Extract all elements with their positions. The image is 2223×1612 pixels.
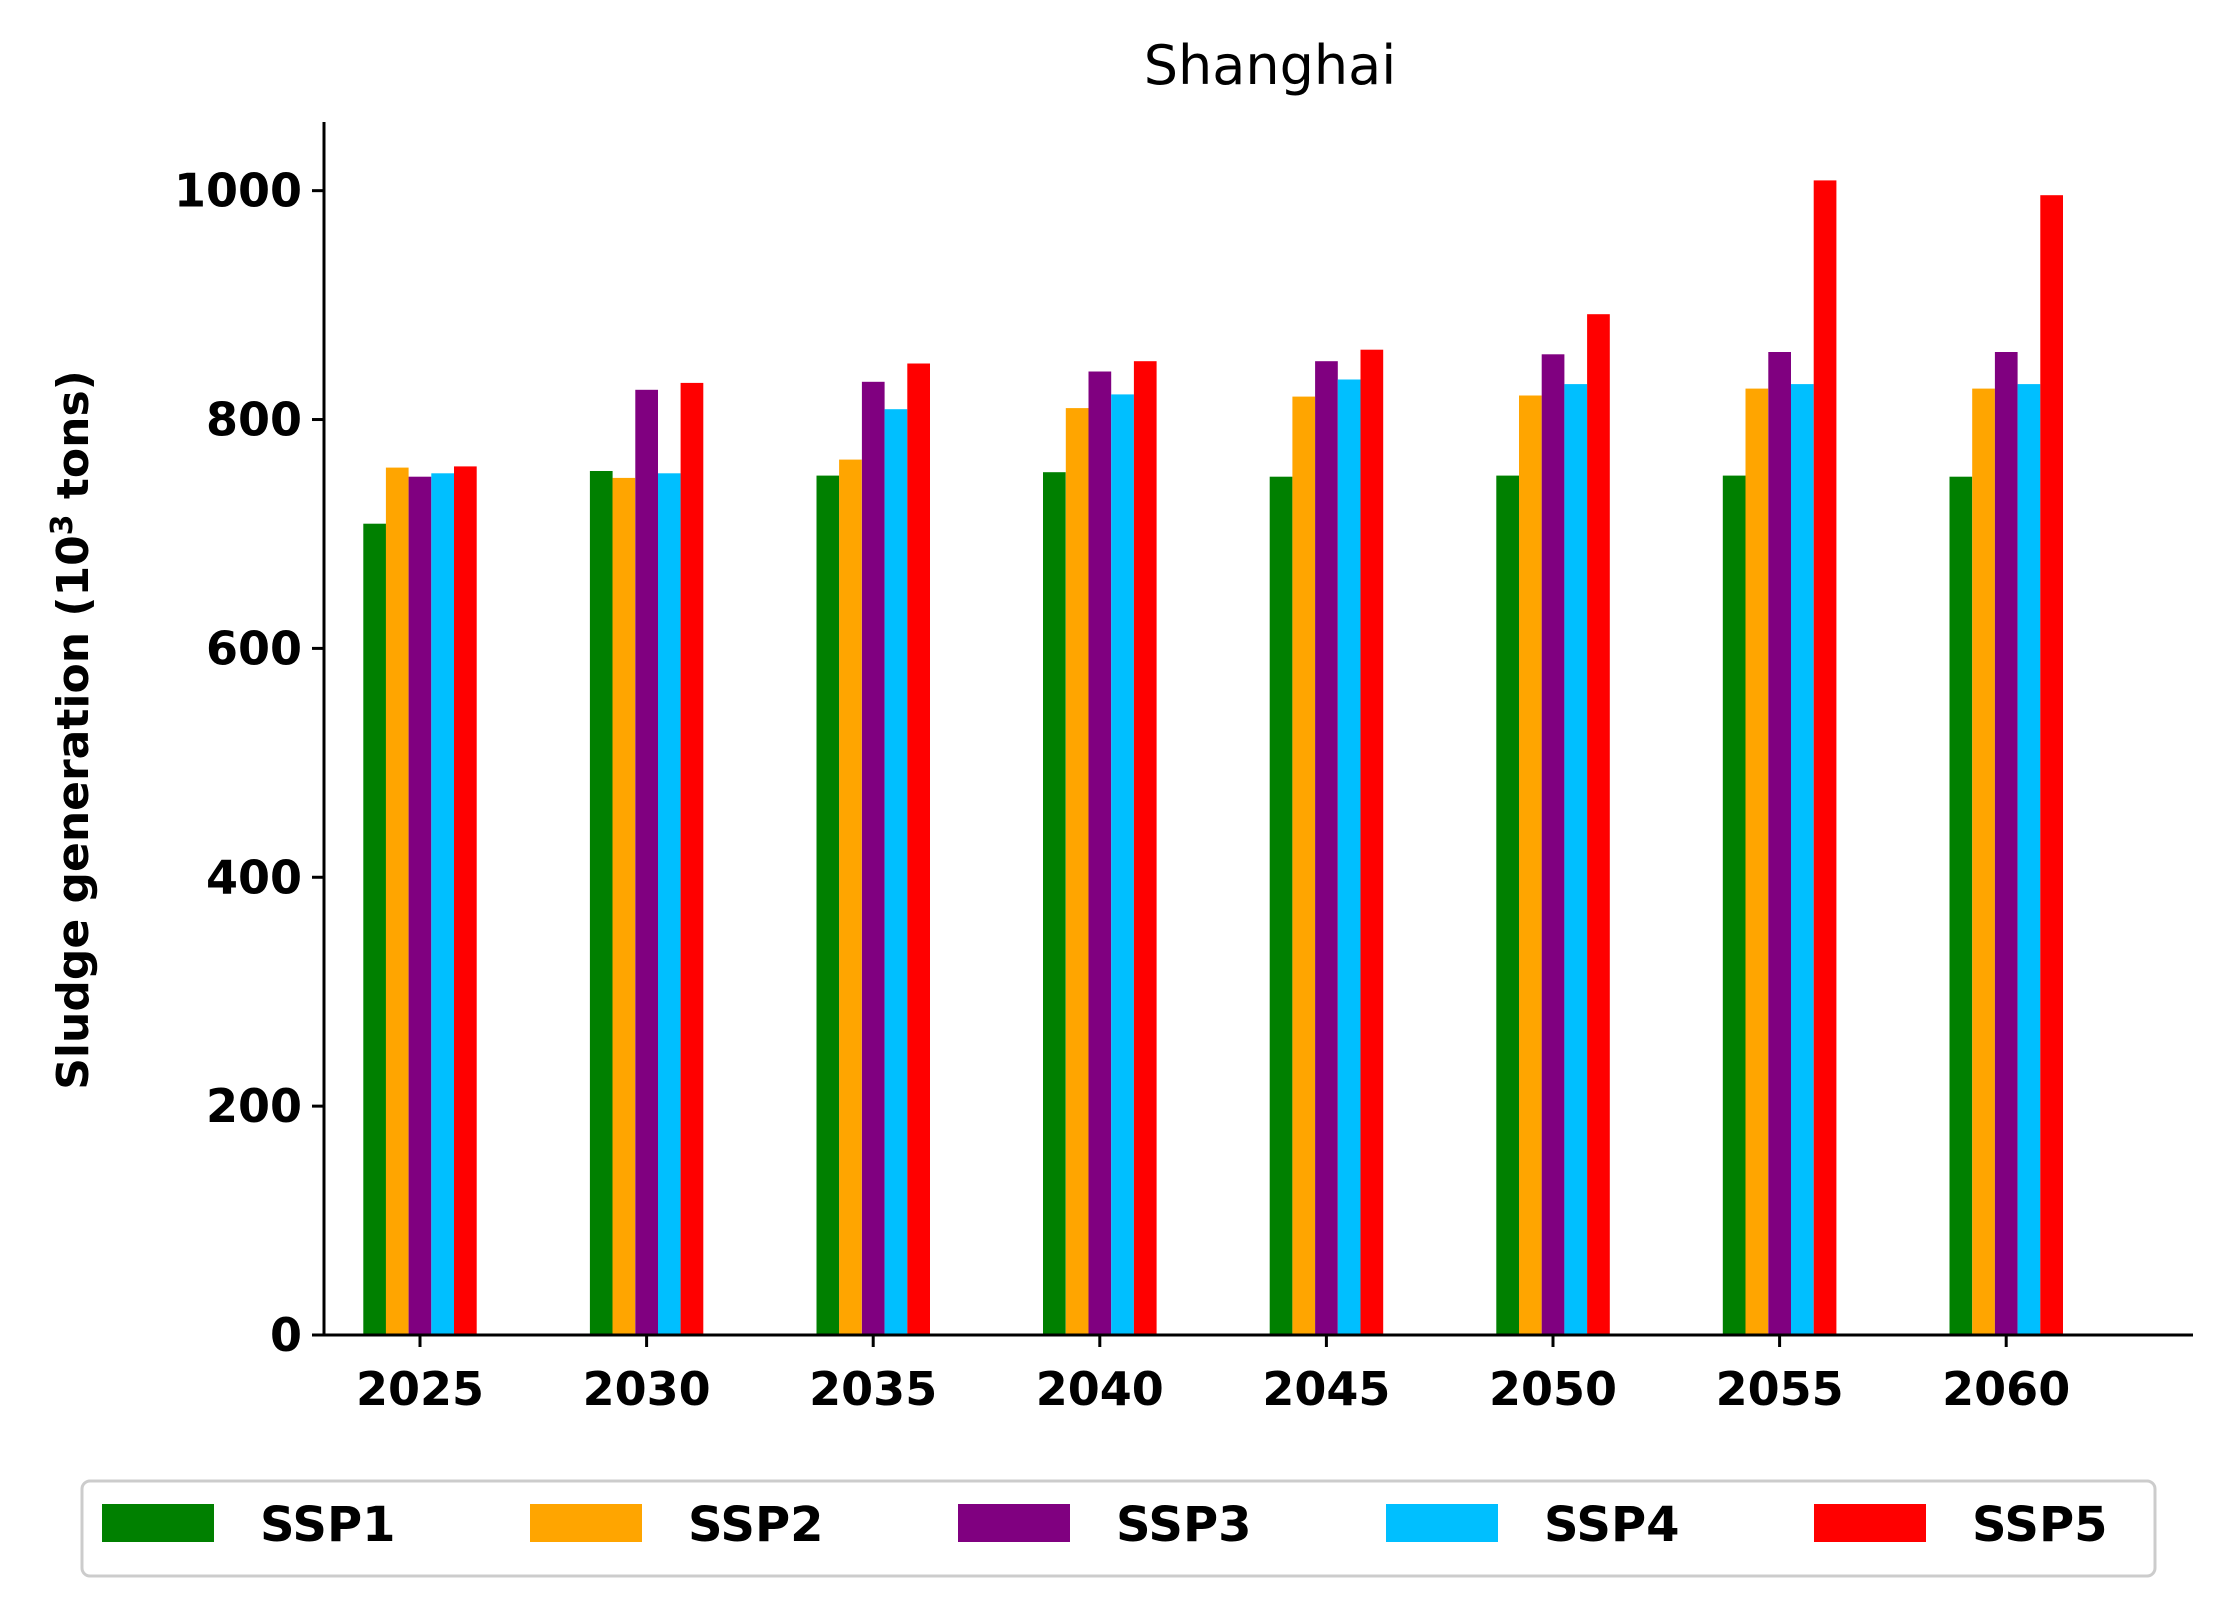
bar-ssp3-2030 [635,389,658,1335]
x-tick-label-2035: 2035 [809,1362,937,1416]
bar-ssp1-2050 [1496,475,1519,1336]
legend-swatch-ssp2 [530,1504,642,1542]
bar-ssp2-2045 [1292,396,1316,1336]
bar-ssp5-2045 [1360,349,1384,1335]
y-tick-label-200: 200 [206,1079,302,1133]
legend-swatch-ssp3 [958,1504,1070,1542]
y-axis-label: Sludge generation (103 tons) [45,370,99,1090]
bars-group [363,180,2063,1336]
y-tick-label-0: 0 [270,1308,302,1362]
y-ticks-group: 0 200 400 600 800 1000 [174,164,324,1362]
bar-ssp1-2040 [1043,472,1066,1335]
legend: SSP1 SSP2 SSP3 SSP4 SSP5 [80,1479,2157,1578]
bar-ssp4-2040 [1111,394,1134,1335]
bar-ssp3-2055 [1768,352,1791,1335]
bar-ssp2-2025 [385,467,409,1336]
x-tick-label-2045: 2045 [1262,1362,1390,1416]
y-axis-label-superscript: 3 [45,514,80,535]
bar-ssp1-2055 [1722,475,1746,1336]
bar-ssp5-2050 [1587,314,1610,1335]
bar-ssp3-2035 [861,381,885,1335]
legend-label-ssp4: SSP4 [1544,1497,1680,1553]
bar-ssp4-2055 [1791,384,1814,1336]
y-tick-label-800: 800 [206,393,302,447]
bar-ssp4-2045 [1337,379,1361,1335]
bar-ssp1-2060 [1949,476,1973,1335]
bar-ssp2-2035 [839,459,862,1336]
bar-ssp5-2040 [1133,361,1157,1335]
y-axis-label-prefix: Sludge generation (10 [48,535,99,1089]
legend-swatch-ssp5 [1814,1504,1926,1542]
y-tick-label-600: 600 [206,621,302,675]
bar-ssp3-2025 [408,476,432,1335]
bar-ssp5-2055 [1813,180,1837,1335]
y-tick-label-1000: 1000 [174,164,302,218]
bar-ssp4-2050 [1564,384,1588,1336]
chart-title: Shanghai [1144,34,1396,97]
bar-ssp3-2050 [1541,354,1565,1335]
bar-ssp4-2025 [431,473,454,1335]
bar-ssp2-2050 [1519,395,1542,1335]
bar-ssp1-2025 [363,523,386,1335]
bar-ssp2-2055 [1745,388,1769,1336]
bar-ssp3-2045 [1315,361,1338,1335]
x-tick-label-2055: 2055 [1716,1362,1844,1416]
y-axis-label-suffix: tons) [48,370,99,514]
legend-label-ssp5: SSP5 [1972,1497,2108,1553]
x-tick-label-2030: 2030 [583,1362,711,1416]
y-tick-label-400: 400 [206,850,302,904]
bar-ssp3-2040 [1088,371,1112,1335]
bar-ssp1-2045 [1269,476,1293,1335]
bar-ssp1-2035 [816,475,840,1336]
bar-ssp3-2060 [1994,352,2018,1335]
legend-label-ssp1: SSP1 [260,1497,396,1553]
bar-ssp5-2025 [454,466,477,1335]
legend-swatch-ssp4 [1386,1504,1498,1542]
x-tick-label-2050: 2050 [1489,1362,1617,1416]
legend-label-ssp3: SSP3 [1116,1497,1252,1553]
bar-ssp2-2030 [612,477,636,1335]
bar-ssp2-2040 [1065,408,1089,1336]
bar-ssp5-2035 [907,363,930,1335]
legend-label-ssp2: SSP2 [688,1497,824,1553]
bar-ssp5-2030 [680,382,704,1335]
bar-ssp2-2060 [1972,388,1995,1336]
x-tick-label-2060: 2060 [1942,1362,2070,1416]
bar-ssp4-2030 [658,473,681,1335]
x-ticks-group: 2025 2030 2035 2040 2045 2050 2055 2060 [356,1335,2070,1416]
bar-ssp4-2035 [884,409,908,1335]
bar-ssp4-2060 [2017,384,2041,1336]
bar-ssp5-2060 [2040,195,2063,1336]
x-tick-label-2040: 2040 [1036,1362,1164,1416]
legend-swatch-ssp1 [102,1504,214,1542]
x-tick-label-2025: 2025 [356,1362,484,1416]
bar-ssp1-2030 [589,471,613,1335]
